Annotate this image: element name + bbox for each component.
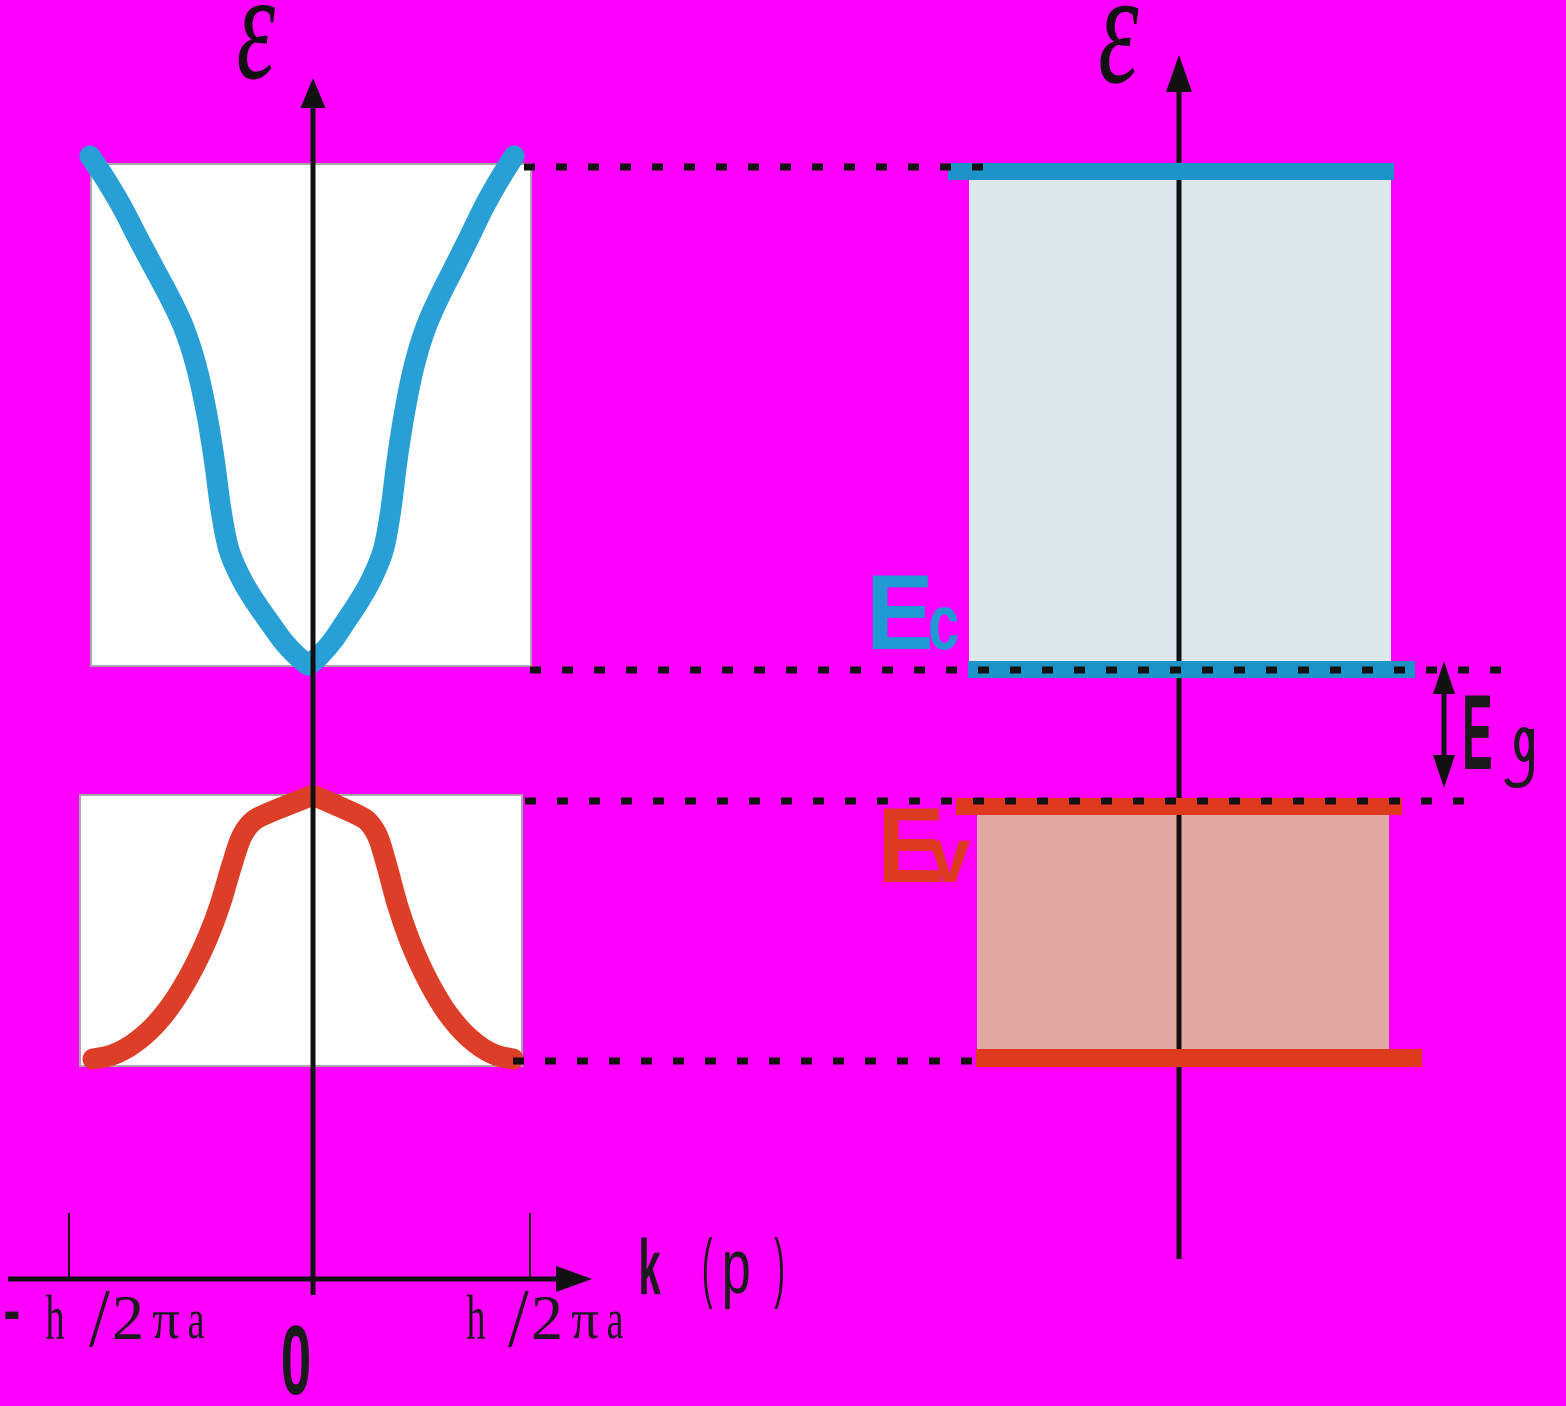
svg-text:E: E (1462, 673, 1493, 793)
svg-text:a: a (607, 1289, 624, 1351)
svg-text:2: 2 (531, 1282, 563, 1353)
svg-text:a: a (188, 1289, 205, 1351)
svg-text:k: k (639, 1225, 661, 1312)
svg-text:h: h (45, 1283, 64, 1353)
svg-text:ε: ε (1098, 0, 1139, 118)
svg-text:): ) (774, 1224, 785, 1310)
svg-text:π: π (571, 1289, 599, 1351)
svg-text:/: / (508, 1272, 530, 1365)
svg-text:(: ( (702, 1224, 713, 1310)
svg-text:p: p (722, 1223, 751, 1310)
svg-text:c: c (928, 579, 959, 666)
svg-text:/: / (89, 1272, 111, 1365)
svg-text:ε: ε (237, 0, 275, 113)
svg-text:π: π (152, 1289, 180, 1351)
svg-text:-: - (4, 1252, 21, 1362)
svg-text:h: h (466, 1283, 485, 1353)
svg-text:0: 0 (281, 1305, 312, 1406)
svg-text:E: E (866, 554, 934, 673)
svg-text:v: v (929, 812, 970, 899)
svg-text:E: E (877, 787, 945, 906)
svg-text:2: 2 (112, 1282, 144, 1353)
